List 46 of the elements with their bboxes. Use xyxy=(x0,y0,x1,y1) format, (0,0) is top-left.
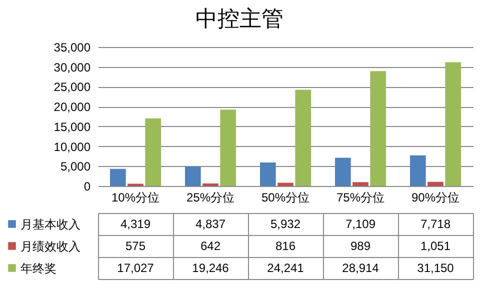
y-tick-label: 15,000 xyxy=(54,120,91,134)
data-label: 28,914 xyxy=(342,261,380,275)
y-tick-label: 0 xyxy=(84,180,91,194)
bar xyxy=(110,168,126,186)
bar xyxy=(295,90,311,186)
data-label: 19,246 xyxy=(192,261,230,275)
bar xyxy=(278,182,294,186)
data-label: 5,932 xyxy=(270,217,301,231)
y-tick-label: 25,000 xyxy=(54,80,91,94)
y-tick-label: 35,000 xyxy=(54,40,91,54)
bar xyxy=(370,71,386,186)
bar xyxy=(352,182,368,186)
data-label: 24,241 xyxy=(267,261,304,275)
bar xyxy=(410,155,426,186)
legend-label: 月基本收入 xyxy=(20,218,80,232)
x-tick-label: 90%分位 xyxy=(411,190,460,204)
data-label: 642 xyxy=(200,239,221,253)
y-tick-label: 10,000 xyxy=(54,140,91,154)
bar xyxy=(335,158,351,186)
x-tick-label: 50%分位 xyxy=(261,190,310,204)
bar xyxy=(145,118,161,186)
y-tick-label: 5,000 xyxy=(60,160,91,174)
x-tick-label: 75%分位 xyxy=(336,190,385,204)
y-tick-label: 20,000 xyxy=(54,100,91,114)
bar xyxy=(185,166,201,186)
bar xyxy=(260,162,276,186)
data-label: 31,150 xyxy=(417,261,454,275)
legend-label: 月绩效收入 xyxy=(20,240,80,254)
bar xyxy=(220,110,236,186)
data-label: 575 xyxy=(125,239,146,253)
data-label: 4,837 xyxy=(195,217,226,231)
x-tick-label: 10%分位 xyxy=(111,190,160,204)
legend-label: 年终奖 xyxy=(20,262,56,276)
bar xyxy=(445,62,461,186)
x-tick-label: 25%分位 xyxy=(186,190,235,204)
y-tick-label: 30,000 xyxy=(54,60,91,74)
data-label: 17,027 xyxy=(117,261,154,275)
data-label: 816 xyxy=(275,239,296,253)
bar xyxy=(202,183,218,186)
data-label: 7,718 xyxy=(420,217,451,231)
data-label: 4,319 xyxy=(120,217,151,231)
data-label: 989 xyxy=(350,239,371,253)
chart-title: 中控主管 xyxy=(196,6,284,31)
bar xyxy=(428,182,444,186)
data-label: 1,051 xyxy=(420,239,451,253)
data-label: 7,109 xyxy=(345,217,376,231)
